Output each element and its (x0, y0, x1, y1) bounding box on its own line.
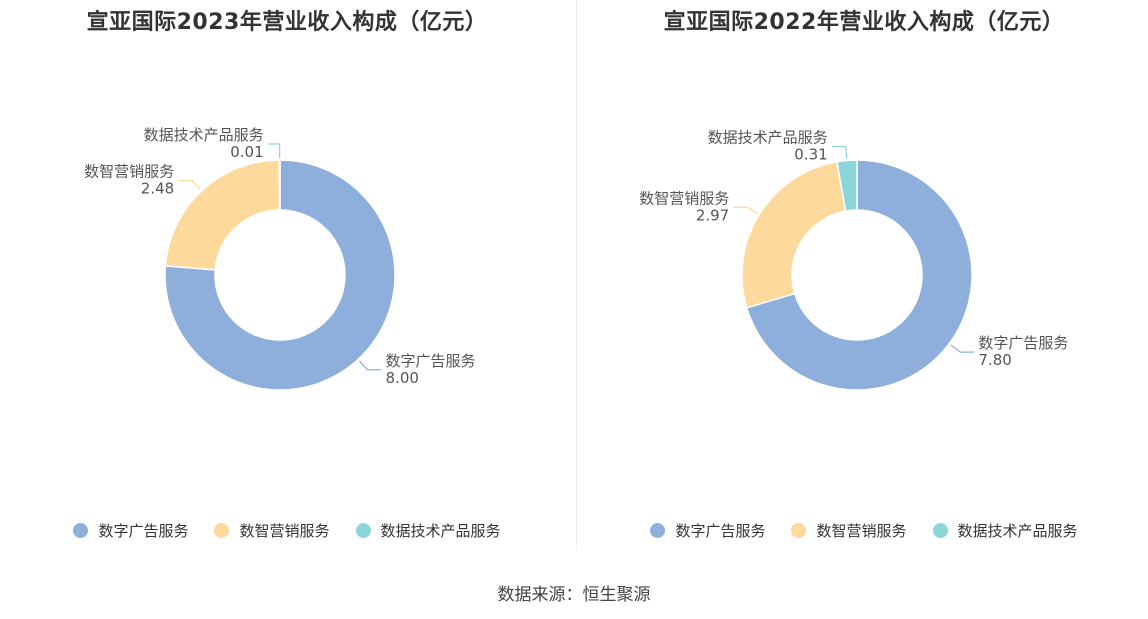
chart-panel-2023: 宣亚国际2023年营业收入构成（亿元） 数字广告服务 8.00 数智营销服务 2.48… (0, 0, 574, 555)
slice-category-label-data-tech: 数据技术产品服务 (708, 128, 828, 146)
legend-label-data-tech: 数据技术产品服务 (380, 522, 501, 540)
slice-value-label-smart-marketing: 2.97 (696, 206, 729, 224)
legend-item-data-tech[interactable]: 数据技术产品服务 (932, 520, 1078, 541)
leader-line-data-tech (267, 143, 281, 159)
slice-category-label-data-tech: 数据技术产品服务 (144, 126, 264, 144)
donut-slice-smart-marketing[interactable] (164, 159, 281, 271)
chart-panel-2022: 宣亚国际2022年营业收入构成（亿元） 数字广告服务 7.80 数智营销服务 2.97… (577, 0, 1148, 555)
slice-value-label-digital-ads: 7.80 (978, 351, 1011, 369)
donut-slice-data-tech[interactable] (278, 159, 281, 211)
panel-divider (576, 0, 577, 550)
legend-dot-smart-marketing (214, 523, 230, 538)
legend-item-digital-ads[interactable]: 数字广告服务 (650, 520, 765, 541)
chart-title-2022: 宣亚国际2022年营业收入构成（亿元） (663, 10, 1065, 35)
legend-label-digital-ads: 数字广告服务 (675, 522, 766, 540)
chart-title-2023: 宣亚国际2023年营业收入构成（亿元） (86, 10, 488, 35)
slice-category-label-smart-marketing: 数智营销服务 (84, 162, 174, 180)
slice-value-label-data-tech: 0.31 (794, 145, 827, 163)
legend-dot-digital-ads (73, 523, 89, 538)
slice-value-label-smart-marketing: 2.48 (141, 179, 174, 197)
legend-2023: 数字广告服务 数智营销服务 数据技术产品服务 (0, 520, 574, 541)
data-source-note: 数据来源：恒生聚源 (497, 585, 651, 605)
slice-category-label-digital-ads: 数字广告服务 (386, 352, 476, 370)
slice-value-label-digital-ads: 8.00 (386, 369, 419, 387)
slice-category-label-digital-ads: 数字广告服务 (978, 334, 1068, 352)
legend-2022: 数字广告服务 数智营销服务 数据技术产品服务 (577, 520, 1148, 541)
legend-dot-smart-marketing (791, 523, 807, 538)
leader-line-digital-ads (358, 360, 382, 371)
legend-label-data-tech: 数据技术产品服务 (957, 522, 1078, 540)
slice-category-label-smart-marketing: 数智营销服务 (639, 189, 729, 207)
legend-item-smart-marketing[interactable]: 数智营销服务 (791, 520, 907, 541)
legend-dot-digital-ads (650, 523, 666, 538)
legend-label-smart-marketing: 数智营销服务 (816, 522, 907, 540)
legend-dot-data-tech (932, 523, 948, 538)
donut-slice-digital-ads[interactable] (745, 159, 973, 391)
donut-slice-data-tech[interactable] (836, 159, 858, 212)
leader-line-smart-marketing (178, 179, 201, 190)
legend-item-smart-marketing[interactable]: 数智营销服务 (214, 520, 330, 541)
leader-line-smart-marketing (733, 206, 758, 215)
donut-slice-smart-marketing[interactable] (741, 160, 847, 309)
legend-label-smart-marketing: 数智营销服务 (239, 522, 330, 540)
legend-label-digital-ads: 数字广告服务 (98, 522, 189, 540)
legend-item-digital-ads[interactable]: 数字广告服务 (73, 520, 188, 541)
donut-slice-digital-ads[interactable] (164, 159, 396, 391)
leader-line-data-tech (831, 145, 848, 159)
legend-item-data-tech[interactable]: 数据技术产品服务 (355, 520, 501, 541)
legend-dot-data-tech (355, 523, 371, 538)
leader-line-digital-ads (950, 344, 975, 353)
slice-value-label-data-tech: 0.01 (230, 143, 263, 161)
